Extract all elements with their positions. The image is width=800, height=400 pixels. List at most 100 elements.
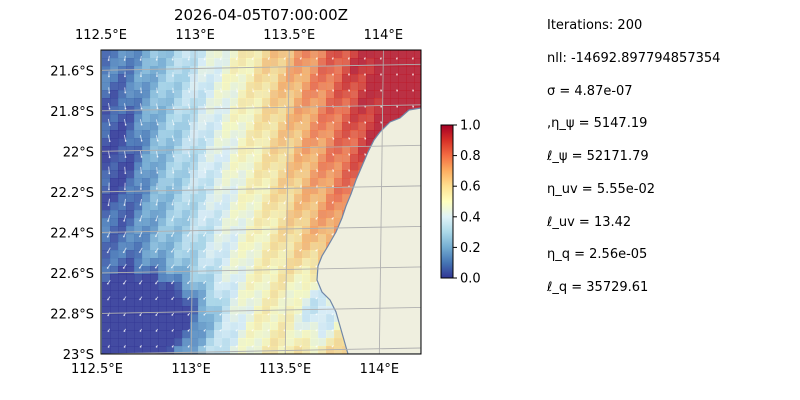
velocity-arrowhead	[107, 298, 109, 301]
field-cell	[206, 250, 215, 259]
velocity-arrowhead	[106, 267, 109, 269]
field-cell	[222, 82, 231, 91]
velocity-arrowhead	[140, 172, 143, 174]
y-tick-label: 21.8°S	[50, 105, 94, 120]
field-cell	[254, 106, 263, 115]
field-cell	[270, 210, 279, 219]
field-cell	[318, 314, 327, 323]
field-cell	[238, 138, 247, 147]
field-cell	[198, 282, 207, 291]
velocity-arrowhead	[300, 170, 303, 173]
field-cell	[270, 106, 279, 115]
field-cell	[318, 58, 327, 67]
velocity-arrow	[124, 166, 126, 174]
field-cell	[302, 82, 311, 91]
velocity-arrowhead	[170, 250, 173, 253]
field-cell	[350, 50, 359, 59]
field-cell	[278, 122, 287, 131]
field-cell	[222, 346, 231, 354]
velocity-arrowhead	[156, 123, 159, 126]
field-cell	[222, 274, 231, 283]
field-cell	[198, 50, 207, 59]
velocity-arrowhead	[107, 220, 109, 222]
field-cell	[278, 82, 287, 91]
field-cell	[190, 274, 199, 283]
field-cell	[406, 66, 415, 75]
field-cell	[142, 226, 151, 235]
field-cell	[230, 154, 239, 163]
field-cell	[302, 234, 311, 243]
field-cell	[254, 322, 263, 331]
velocity-arrowhead	[202, 250, 205, 253]
colorbar-tick-label: 0.8	[460, 149, 481, 164]
field-cell	[118, 314, 127, 323]
field-cell	[174, 306, 183, 315]
field-cell	[350, 98, 359, 107]
field-cell	[246, 218, 255, 227]
field-cell	[158, 162, 167, 171]
field-cell	[254, 186, 263, 195]
field-cell	[334, 346, 343, 354]
field-cell	[326, 146, 335, 155]
stat-sigma: σ = 4.87e-07	[547, 84, 633, 99]
field-cell	[342, 186, 351, 195]
field-cell	[350, 74, 359, 83]
field-cell	[246, 274, 255, 283]
velocity-arrowhead	[170, 235, 173, 237]
velocity-arrowhead	[251, 234, 253, 237]
field-cell	[166, 202, 175, 211]
field-cell	[102, 58, 111, 67]
y-tick-label: 21.6°S	[50, 64, 94, 79]
velocity-arrowhead	[283, 265, 285, 268]
velocity-arrowhead	[268, 90, 271, 93]
field-cell	[110, 194, 119, 203]
velocity-arrowhead	[332, 170, 335, 172]
field-cell	[134, 234, 143, 243]
velocity-arrow	[172, 167, 174, 173]
field-cell	[182, 210, 191, 219]
field-cell	[246, 170, 255, 179]
field-cell	[278, 338, 287, 347]
field-cell	[294, 146, 303, 155]
field-cell	[190, 306, 199, 315]
field-cell	[302, 122, 311, 131]
field-cell	[110, 242, 119, 251]
velocity-arrowhead	[331, 57, 334, 60]
velocity-arrowhead	[379, 57, 382, 60]
velocity-arrowhead	[331, 233, 334, 236]
field-cell	[182, 90, 191, 99]
field-cell	[310, 250, 319, 259]
field-cell	[230, 234, 239, 243]
field-cell	[278, 178, 287, 187]
field-cell	[118, 346, 127, 354]
field-cell	[318, 210, 327, 219]
field-cell	[150, 202, 159, 211]
field-cell	[126, 154, 135, 163]
field-cell	[374, 74, 383, 83]
field-cell	[334, 146, 343, 155]
field-cell	[238, 98, 247, 107]
field-cell	[118, 122, 127, 131]
field-cell	[174, 266, 183, 275]
field-cell	[326, 58, 335, 67]
velocity-arrowhead	[171, 203, 174, 206]
field-cell	[126, 122, 135, 131]
field-cell	[286, 218, 295, 227]
field-cell	[254, 50, 263, 59]
field-cell	[326, 130, 335, 139]
field-cell	[118, 234, 127, 243]
field-cell	[142, 170, 151, 179]
field-cell	[214, 146, 223, 155]
field-cell	[222, 50, 231, 59]
field-cell	[166, 314, 175, 323]
field-cell	[310, 322, 319, 331]
field-cell	[318, 122, 327, 131]
field-cell	[182, 170, 191, 179]
field-cell	[278, 218, 287, 227]
field-cell	[286, 226, 295, 235]
field-cell	[158, 218, 167, 227]
velocity-arrowhead	[186, 250, 189, 253]
velocity-arrowhead	[186, 234, 189, 237]
field-cell	[246, 50, 255, 59]
velocity-arrowhead	[315, 297, 318, 300]
